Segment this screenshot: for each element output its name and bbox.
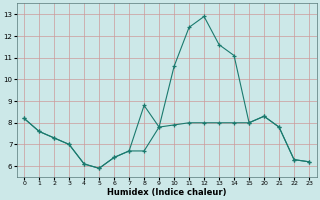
X-axis label: Humidex (Indice chaleur): Humidex (Indice chaleur) (107, 188, 226, 197)
